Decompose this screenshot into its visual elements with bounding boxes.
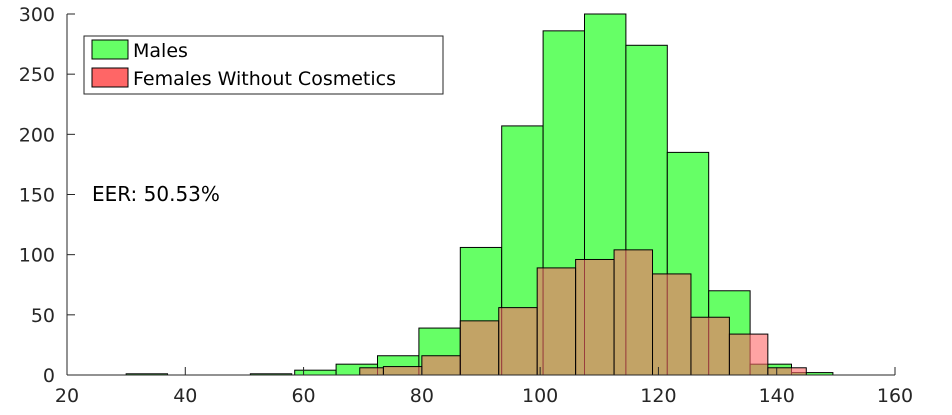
x-tick-label-80: 80 [410, 385, 434, 407]
females-bar-6 [575, 258, 615, 376]
x-tick-label-40: 40 [173, 385, 197, 407]
legend-box [83, 35, 444, 95]
y-tick-label-100: 100 [19, 245, 55, 267]
y-tick-label-200: 200 [19, 124, 55, 146]
females-bar-11 [767, 367, 807, 376]
y-tick-label-150: 150 [19, 185, 55, 207]
males-bar-2 [294, 369, 337, 376]
y-tick-label-50: 50 [31, 305, 55, 327]
legend-swatch-males [91, 39, 129, 60]
legend-label-females: Females Without Cosmetics [133, 68, 396, 90]
legend: Males Females Without Cosmetics [83, 35, 444, 95]
females-bar-8 [652, 273, 692, 376]
females-bar-10 [728, 333, 769, 376]
females-bar-7 [613, 249, 654, 376]
x-tick-label-140: 140 [759, 385, 795, 407]
y-tick-label-0: 0 [43, 365, 55, 387]
females-bar-2 [421, 355, 461, 376]
y-tick-label-300: 300 [19, 4, 55, 26]
y-tick-label-250: 250 [19, 64, 55, 86]
x-tick-label-60: 60 [291, 385, 315, 407]
females-bar-0 [359, 367, 384, 376]
females-bar-9 [690, 316, 730, 376]
eer-annotation: EER: 50.53% [92, 182, 220, 206]
bars-layer [125, 13, 834, 376]
axes-layer: 20 40 60 80 100 120 140 160 0 50 100 150 200 250 300 [19, 4, 913, 407]
x-tick-label-120: 120 [640, 385, 676, 407]
females-bar-4 [498, 307, 538, 376]
legend-swatch-females [91, 67, 129, 88]
x-tick-label-100: 100 [522, 385, 558, 407]
x-tick-label-20: 20 [55, 385, 79, 407]
females-bar-5 [536, 267, 577, 376]
legend-label-males: Males [133, 40, 188, 62]
females-bar-1 [382, 366, 423, 376]
x-tick-label-160: 160 [877, 385, 913, 407]
females-bar-3 [459, 320, 500, 376]
